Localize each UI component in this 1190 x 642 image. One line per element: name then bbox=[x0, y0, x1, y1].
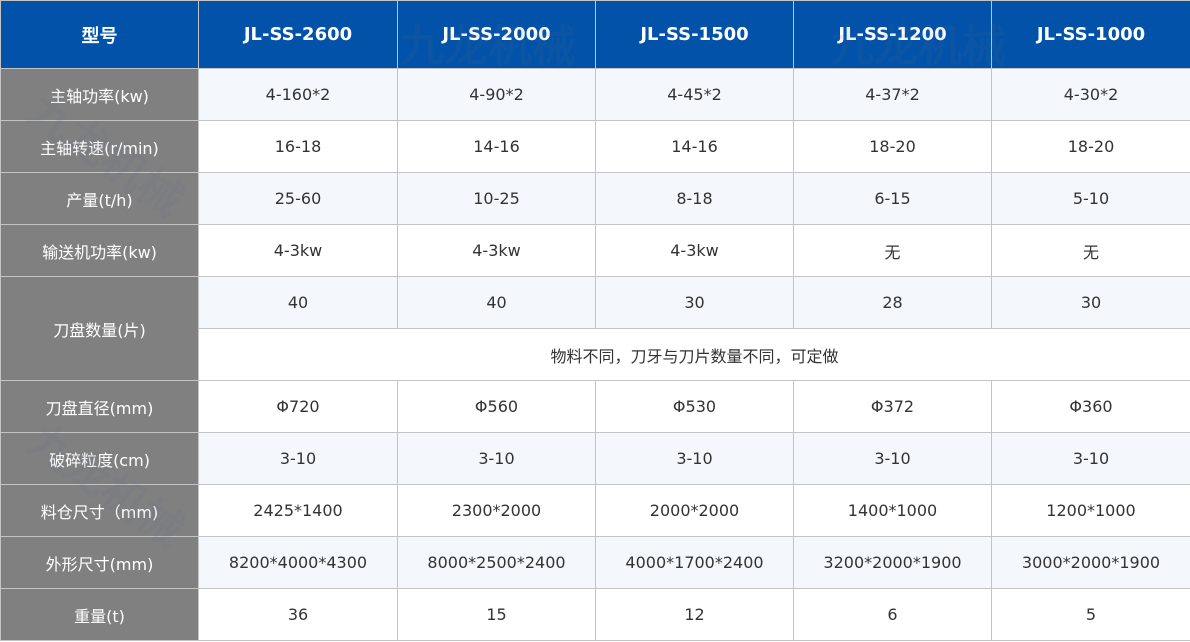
header-row: 型号 JL-SS-2600 JL-SS-2000 JL-SS-1500 JL-S… bbox=[0, 0, 1190, 69]
table-cell: 无 bbox=[793, 224, 992, 277]
table-cell: 18-20 bbox=[991, 120, 1190, 173]
table-cell: 30 bbox=[595, 276, 794, 329]
table-cell: 3-10 bbox=[198, 432, 398, 485]
row-label: 重量(t) bbox=[0, 588, 199, 641]
table-cell: 6-15 bbox=[793, 172, 992, 225]
table-row: 刀盘直径(mm) Φ720 Φ560 Φ530 Φ372 Φ360 bbox=[0, 380, 1190, 433]
table-cell: 4-3kw bbox=[595, 224, 794, 277]
table-cell: 18-20 bbox=[793, 120, 992, 173]
table-cell: 12 bbox=[595, 588, 794, 641]
table-cell: 16-18 bbox=[198, 120, 398, 173]
table-cell: 4-45*2 bbox=[595, 68, 794, 121]
row-label: 刀盘直径(mm) bbox=[0, 380, 199, 433]
row-label: 外形尺寸(mm) bbox=[0, 536, 199, 589]
table-cell: 无 bbox=[991, 224, 1190, 277]
table-cell: 4-37*2 bbox=[793, 68, 992, 121]
table-row: 主轴转速(r/min) 16-18 14-16 14-16 18-20 18-20 bbox=[0, 120, 1190, 173]
note-cell: 物料不同，刀牙与刀片数量不同，可定做 bbox=[198, 328, 1190, 381]
table-cell: 4-3kw bbox=[198, 224, 398, 277]
model-header: JL-SS-1200 bbox=[793, 0, 992, 69]
table-cell: Φ372 bbox=[793, 380, 992, 433]
table-cell: 2000*2000 bbox=[595, 484, 794, 537]
table-cell: 1400*1000 bbox=[793, 484, 992, 537]
table-row: 刀盘数量(片) 40 40 30 28 30 bbox=[0, 276, 1190, 381]
table-row: 重量(t) 36 15 12 6 5 bbox=[0, 588, 1190, 641]
table-cell: 14-16 bbox=[397, 120, 596, 173]
table-row: 主轴功率(kw) 4-160*2 4-90*2 4-45*2 4-37*2 4-30*2 bbox=[0, 68, 1190, 121]
table-cell: 6 bbox=[793, 588, 992, 641]
table-cell: 3200*2000*1900 bbox=[793, 536, 992, 589]
table-cell: 3000*2000*1900 bbox=[991, 536, 1190, 589]
table-cell: 15 bbox=[397, 588, 596, 641]
table-cell: 3-10 bbox=[991, 432, 1190, 485]
table-cell: 25-60 bbox=[198, 172, 398, 225]
table-cell: 14-16 bbox=[595, 120, 794, 173]
table-row: 外形尺寸(mm) 8200*4000*4300 8000*2500*2400 4000… bbox=[0, 536, 1190, 589]
table-cell: 4-160*2 bbox=[198, 68, 398, 121]
table-row: 输送机功率(kw) 4-3kw 4-3kw 4-3kw 无无 bbox=[0, 224, 1190, 277]
model-header: JL-SS-1000 bbox=[991, 0, 1190, 69]
table-cell: 4-90*2 bbox=[397, 68, 596, 121]
row-label: 破碎粒度(cm) bbox=[0, 432, 199, 485]
row-label: 输送机功率(kw) bbox=[0, 224, 199, 277]
header-label: 型号 bbox=[0, 0, 199, 69]
table-cell: Φ720 bbox=[198, 380, 398, 433]
model-header: JL-SS-2600 bbox=[198, 0, 398, 69]
table-cell: 30 bbox=[991, 276, 1190, 329]
table-cell: 40 bbox=[397, 276, 596, 329]
table-cell: 5-10 bbox=[991, 172, 1190, 225]
row-label: 主轴功率(kw) bbox=[0, 68, 199, 121]
table-cell: 3-10 bbox=[397, 432, 596, 485]
table-cell: 4000*1700*2400 bbox=[595, 536, 794, 589]
table-cell: 8200*4000*4300 bbox=[198, 536, 398, 589]
table-cell: 36 bbox=[198, 588, 398, 641]
row-label: 产量(t/h) bbox=[0, 172, 199, 225]
note-row: 物料不同，刀牙与刀片数量不同，可定做 bbox=[1, 328, 1190, 381]
table-cell: 4-3kw bbox=[397, 224, 596, 277]
table-cell: 8000*2500*2400 bbox=[397, 536, 596, 589]
model-header: JL-SS-2000 bbox=[397, 0, 596, 69]
table-cell: 40 bbox=[198, 276, 398, 329]
table-cell: 10-25 bbox=[397, 172, 596, 225]
table-cell: Φ560 bbox=[397, 380, 596, 433]
table-row: 破碎粒度(cm) 3-10 3-10 3-10 3-10 3-10 bbox=[0, 432, 1190, 485]
table-cell: 3-10 bbox=[595, 432, 794, 485]
table-cell: 28 bbox=[793, 276, 992, 329]
table-cell: Φ530 bbox=[595, 380, 794, 433]
row-label: 料仓尺寸（mm) bbox=[0, 484, 199, 537]
table-row: 料仓尺寸（mm) 2425*1400 2300*2000 2000*2000 1400*… bbox=[0, 484, 1190, 537]
table-cell: 2425*1400 bbox=[198, 484, 398, 537]
row-label: 主轴转速(r/min) bbox=[0, 120, 199, 173]
table-cell: 1200*1000 bbox=[991, 484, 1190, 537]
table-row: 产量(t/h) 25-60 10-25 8-18 6-15 5-10 bbox=[0, 172, 1190, 225]
table-cell: 8-18 bbox=[595, 172, 794, 225]
model-header: JL-SS-1500 bbox=[595, 0, 794, 69]
table-cell: 5 bbox=[991, 588, 1190, 641]
table-cell: 3-10 bbox=[793, 432, 992, 485]
table-cell: Φ360 bbox=[991, 380, 1190, 433]
table-cell: 2300*2000 bbox=[397, 484, 596, 537]
table-cell: 4-30*2 bbox=[991, 68, 1190, 121]
row-label: 刀盘数量(片) bbox=[0, 276, 199, 381]
